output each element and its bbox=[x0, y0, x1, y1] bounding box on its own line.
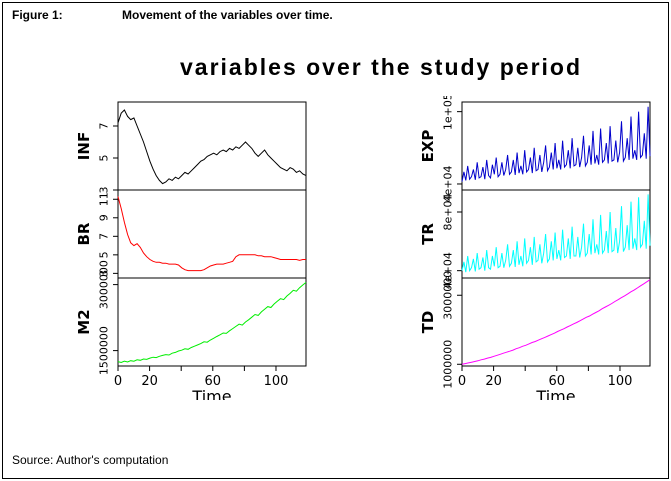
y-tick-label: 7 bbox=[98, 233, 111, 240]
y-tick-label: 9 bbox=[98, 214, 111, 221]
y-tick-label: 1e+05 bbox=[442, 96, 455, 130]
m2-panel bbox=[117, 277, 307, 367]
inf-axis-label: INF bbox=[75, 132, 93, 160]
td-panel bbox=[461, 277, 651, 367]
x-tick-label: 60 bbox=[549, 374, 566, 389]
y-tick-label: 7 bbox=[98, 123, 111, 130]
x-tick-label: 0 bbox=[114, 374, 122, 389]
tr-axis-label: TR bbox=[419, 223, 437, 245]
x-tick-label: 20 bbox=[141, 374, 158, 389]
source-note: Source: Author's computation bbox=[12, 453, 169, 467]
x-tick-label: 0 bbox=[458, 374, 466, 389]
right-chart-group: 4e+041e+05EXP4e+048e+04TR10000003000000T… bbox=[419, 96, 651, 400]
y-tick-label: 3000000 bbox=[442, 271, 455, 320]
exp-series-line bbox=[461, 106, 651, 182]
td-series-line bbox=[461, 279, 651, 365]
br-axis-label: BR bbox=[75, 222, 93, 245]
br-series-line bbox=[117, 196, 306, 272]
exp-axis-label: EXP bbox=[419, 130, 437, 163]
tr-series-line bbox=[461, 194, 651, 273]
inf-series-line bbox=[117, 109, 307, 185]
figure-caption-label: Figure 1: bbox=[12, 8, 63, 22]
m2-axis-label: M2 bbox=[75, 309, 93, 334]
tr-panel bbox=[461, 189, 651, 279]
m2-series-line bbox=[117, 282, 307, 364]
y-tick-label: 4e+04 bbox=[442, 165, 455, 202]
y-tick-label: 5 bbox=[98, 155, 111, 162]
y-tick-label: 1000000 bbox=[442, 340, 455, 389]
x-tick-label: 100 bbox=[608, 374, 633, 389]
chart-title: variables over the study period bbox=[180, 54, 583, 80]
y-tick-label: 11 bbox=[98, 192, 111, 206]
left-chart-group: 3 5 7 INF 3 5 7 9 11 BR 1500000 3000000 M2 0 20 60 100 Ti… bbox=[75, 101, 307, 400]
y-tick-label: 8e+04 bbox=[442, 194, 455, 231]
y-tick-label: 3000000 bbox=[98, 260, 111, 309]
x-axis-title: Time bbox=[535, 387, 575, 400]
y-tick-label: 4e+04 bbox=[442, 252, 455, 289]
td-axis-label: TD bbox=[419, 311, 437, 334]
x-tick-label: 60 bbox=[205, 374, 222, 389]
y-tick-label: 3 bbox=[98, 270, 111, 277]
x-axis-title: Time bbox=[191, 387, 231, 400]
y-tick-label: 1500000 bbox=[98, 326, 111, 375]
y-tick-label: 3 bbox=[98, 187, 111, 194]
inf-panel bbox=[117, 101, 307, 191]
x-tick-label: 100 bbox=[264, 374, 289, 389]
figure-caption-text: Movement of the variables over time. bbox=[122, 8, 333, 22]
br-panel bbox=[117, 189, 307, 279]
y-tick-label: 5 bbox=[98, 251, 111, 258]
x-tick-label: 20 bbox=[485, 374, 502, 389]
